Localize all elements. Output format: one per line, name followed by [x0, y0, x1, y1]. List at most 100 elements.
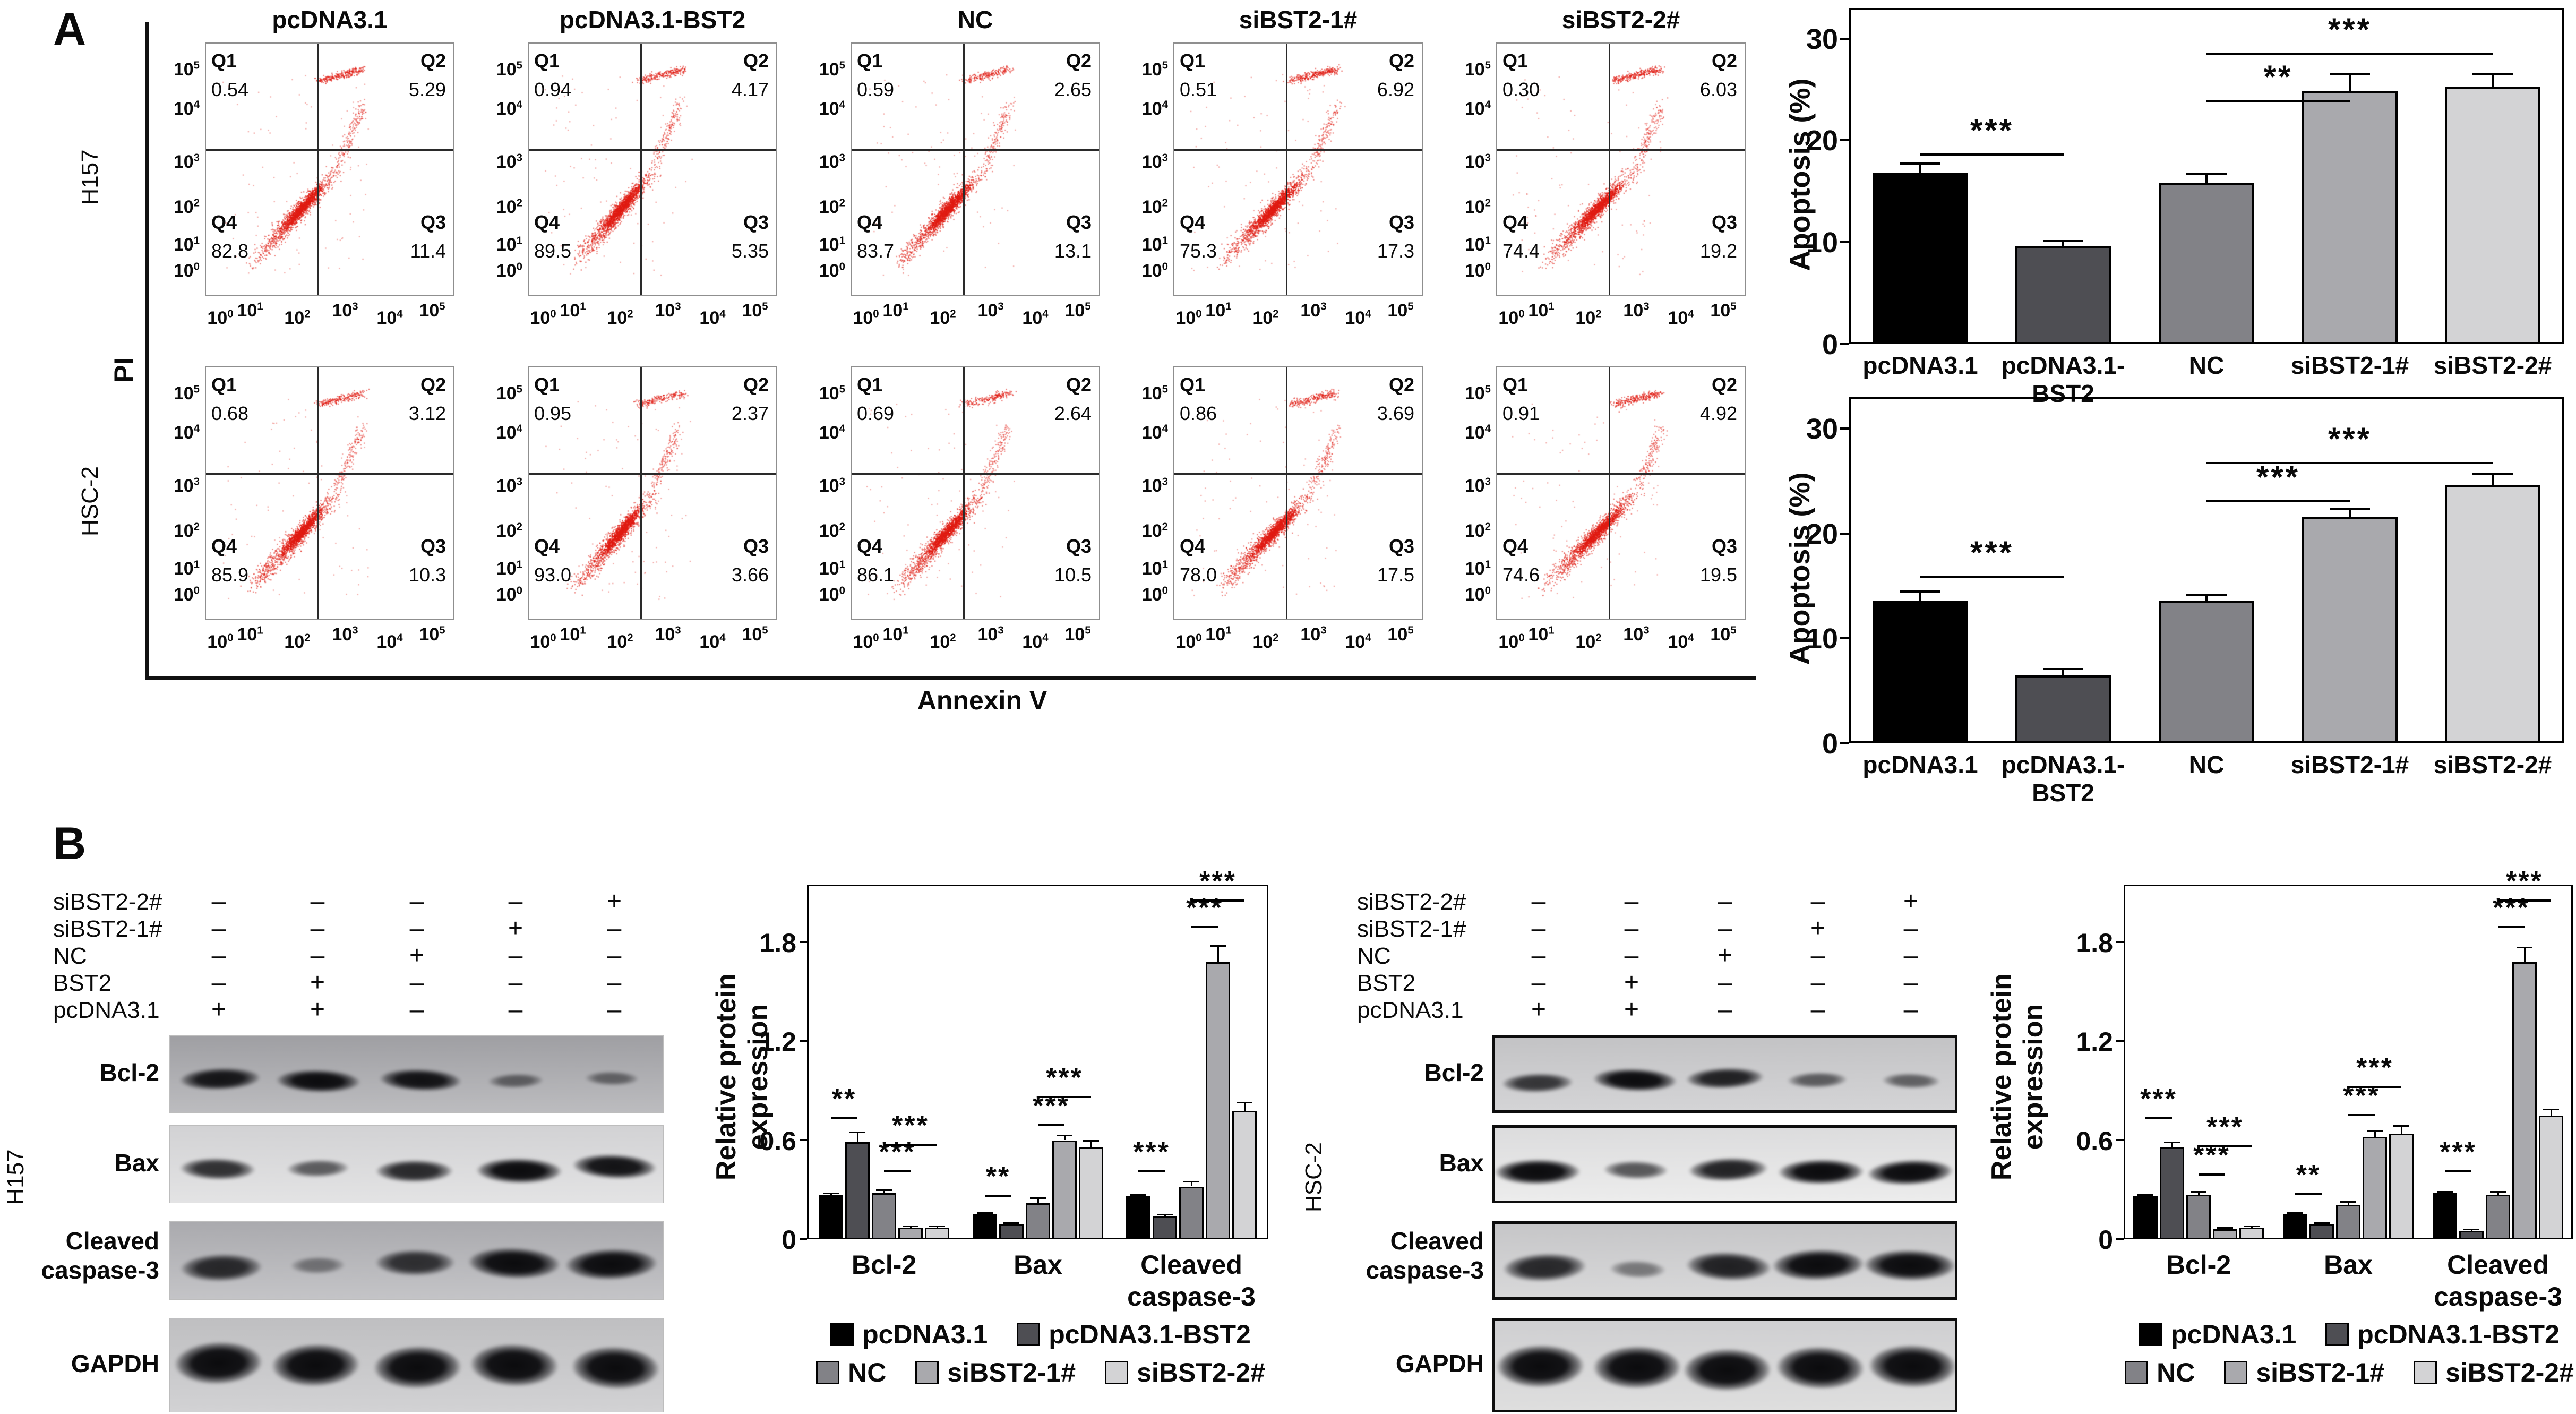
flow-ytick: 104: [1464, 423, 1491, 443]
legend-label: pcDNA3.1-BST2: [1049, 1319, 1251, 1349]
flow-xtick: 105: [742, 624, 768, 645]
flow-plot-HSC-2-siBST2-2#: Q1 0.91 Q2 4.92 Q4 74.6 Q3 19.5: [1496, 366, 1746, 620]
condition-label-siBST2-2#: siBST2-2#: [1357, 889, 1466, 915]
error-bar-cap: [977, 1212, 993, 1214]
legend-label: siBST2-1#: [2256, 1358, 2385, 1387]
error-bar-line: [2062, 241, 2064, 246]
flow-ytick: 101: [496, 559, 522, 579]
flow-xtick: 100: [530, 632, 556, 652]
error-bar-line: [1090, 1141, 1092, 1147]
bar-Cleaved-caspase-3-NC: [2486, 1195, 2510, 1239]
legend-item-pcDNA3.1: pcDNA3.1: [2139, 1319, 2296, 1350]
condition-sign: +: [606, 887, 622, 915]
q2-label: Q2: [1711, 50, 1737, 72]
flow-ytick: 103: [1141, 476, 1168, 496]
q3-label: Q3: [1711, 211, 1737, 233]
condition-sign: +: [310, 969, 325, 997]
legend-label: siBST2-2#: [2445, 1358, 2574, 1387]
bar-Bcl-2-siBST2-1#: [2213, 1229, 2237, 1239]
flow-ytick: 100: [173, 261, 200, 281]
error-bar-line: [2198, 1192, 2200, 1195]
significance-line: [2206, 100, 2350, 102]
significance-line: [1138, 1170, 1165, 1172]
q4-label: Q4: [1502, 211, 1529, 233]
flow-xtick: 102: [284, 632, 311, 652]
flow-ytick: 102: [1464, 197, 1491, 217]
quadrant-gate-horizontal: [206, 149, 453, 151]
q1-label: Q1: [857, 374, 883, 396]
error-bar-line: [2205, 174, 2208, 183]
blot-strip-Bax: [1492, 1125, 1957, 1203]
legend-row: pcDNA3.1 pcDNA3.1-BST2: [2004, 1319, 2576, 1350]
y-tick-label: 10: [1806, 227, 1838, 259]
x-category-label: siBST2-2#: [2433, 352, 2552, 379]
bar-Cleaved-caspase-3-siBST2-2#: [2539, 1116, 2563, 1239]
condition-sign: –: [409, 887, 424, 915]
group-label: Cleaved caspase-3: [1127, 1250, 1256, 1312]
bar-Bax-NC: [2336, 1205, 2360, 1239]
significance-line: [2295, 1193, 2322, 1195]
y-tick-label: 1.2: [759, 1027, 796, 1057]
bar-siBST2-1#: [2302, 517, 2398, 743]
flow-ytick: 104: [496, 99, 522, 119]
error-bar-line: [1191, 1181, 1192, 1186]
condition-sign: –: [1531, 887, 1546, 915]
flow-ytick: 103: [819, 152, 845, 172]
flow-ytick: 105: [1464, 383, 1491, 404]
bar-NC: [2159, 183, 2254, 344]
flow-ytick: 103: [173, 476, 200, 496]
q3-value: 19.2: [1699, 240, 1737, 262]
flow-xtick: 101: [1205, 624, 1232, 645]
y-tick-mark: [2116, 1040, 2124, 1042]
q1-label: Q1: [211, 374, 237, 396]
flow-ytick: 103: [173, 152, 200, 172]
q2-value: 6.03: [1699, 79, 1737, 100]
bar-Bcl-2-siBST2-2#: [2239, 1228, 2264, 1239]
q1-value: 0.54: [211, 79, 249, 100]
flow-xtick: 103: [332, 301, 358, 321]
flow-xtick: 104: [699, 632, 726, 652]
y-tick-mark: [2116, 1139, 2124, 1141]
condition-sign: –: [1903, 996, 1918, 1024]
error-bar-cap: [2287, 1212, 2303, 1214]
q4-label: Q4: [857, 211, 883, 233]
flow-ytick: 102: [819, 521, 845, 541]
error-bar-line: [2205, 595, 2208, 601]
flow-xtick: 102: [1252, 308, 1279, 328]
bar-Bcl-2-siBST2-2#: [925, 1228, 949, 1239]
q1-value: 0.94: [534, 79, 572, 100]
flow-xtick: 100: [853, 632, 879, 652]
group-label: Cleaved caspase-3: [2434, 1250, 2562, 1312]
legend-item-siBST2-1#: siBST2-1#: [2224, 1357, 2384, 1388]
significance-stars: ***: [2356, 1052, 2393, 1083]
condition-sign: –: [508, 941, 523, 970]
q4-value: 85.9: [211, 564, 249, 586]
legend-item-siBST2-1#: siBST2-1#: [915, 1357, 1076, 1388]
condition-sign: –: [1810, 969, 1825, 997]
scatter-canvas: [1174, 44, 1422, 295]
condition-sign: –: [1531, 914, 1546, 942]
legend-item-pcDNA3.1: pcDNA3.1: [830, 1319, 988, 1350]
error-bar-line: [1037, 1198, 1039, 1203]
bar-Bax-pcDNA3.1: [2283, 1214, 2307, 1239]
q1-value: 0.30: [1502, 79, 1540, 100]
q4-value: 74.6: [1502, 564, 1540, 586]
q1-value: 0.69: [857, 402, 895, 424]
flow-xtick: 105: [419, 624, 445, 645]
significance-stars: **: [985, 1161, 1011, 1192]
flow-ytick: 105: [1464, 59, 1491, 80]
y-tick-label: 0.6: [2076, 1126, 2113, 1156]
legend-swatch: [2414, 1361, 2437, 1384]
error-bar-cap: [2543, 1109, 2559, 1110]
y-tick-label: 1.2: [2076, 1027, 2113, 1057]
flow-ytick: 100: [1464, 261, 1491, 281]
condition-label-BST2: BST2: [53, 970, 112, 996]
flow-ytick: 104: [1464, 99, 1491, 119]
flow-ytick: 102: [173, 197, 200, 217]
bar-pcDNA3.1- BST2: [2015, 675, 2111, 743]
q4-value: 82.8: [211, 240, 249, 262]
flow-plot-H157-siBST2-1#: Q1 0.51 Q2 6.92 Q4 75.3 Q3 17.3: [1173, 42, 1423, 296]
y-tick-label: 0: [2098, 1225, 2113, 1255]
condition-sign: +: [508, 914, 523, 942]
